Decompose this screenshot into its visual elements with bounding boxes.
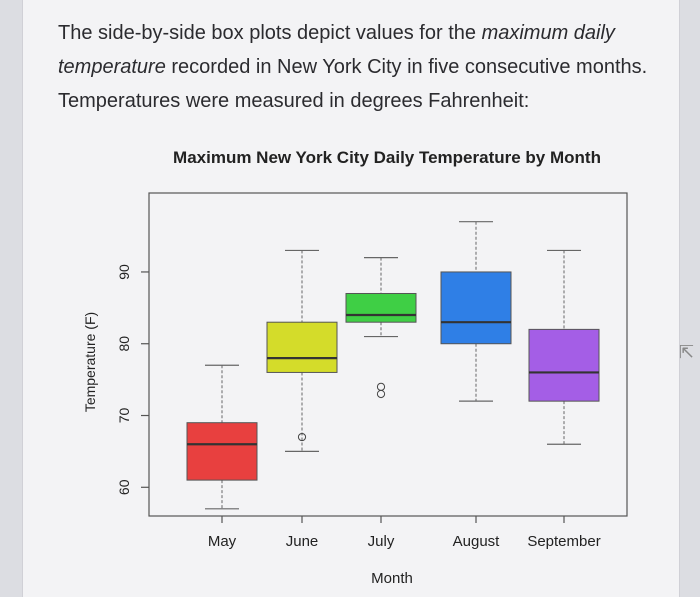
y-tick-label-80: 80 [116,336,132,352]
box-may [186,422,258,481]
x-tick-label-august: August [453,533,501,550]
x-axis-label: Month [371,570,413,587]
box-june [266,321,338,373]
x-tick-label-july: July [368,533,395,550]
box-august [440,271,512,345]
y-tick-label-60: 60 [116,479,132,495]
y-tick-label-70: 70 [116,408,132,424]
box-july [345,292,417,323]
y-tick-label-90: 90 [116,264,132,280]
plot-area [148,192,628,517]
x-tick-label-september: September [527,533,600,550]
y-axis-label: Temperature (F) [82,312,98,412]
outlier-july-0 [376,389,386,399]
boxes-group [186,221,600,510]
box-september [528,328,600,402]
question-part2: recorded in New York City in five consec… [58,56,648,112]
cursor-icon: ⇱ [678,342,694,362]
axes-group: 60 70 80 90 May June July August September [116,264,601,550]
chart-title: Maximum New York City Daily Temperature … [173,148,601,167]
x-tick-label-june: June [286,533,319,550]
outlier-june-0 [297,432,307,442]
question-text: The side-by-side box plots depict values… [58,16,668,118]
x-tick-label-may: May [208,533,237,550]
outlier-july-1 [376,382,386,391]
question-part1: The side-by-side box plots depict values… [58,22,482,44]
question-emphasis: maximum daily temperature [58,22,615,78]
